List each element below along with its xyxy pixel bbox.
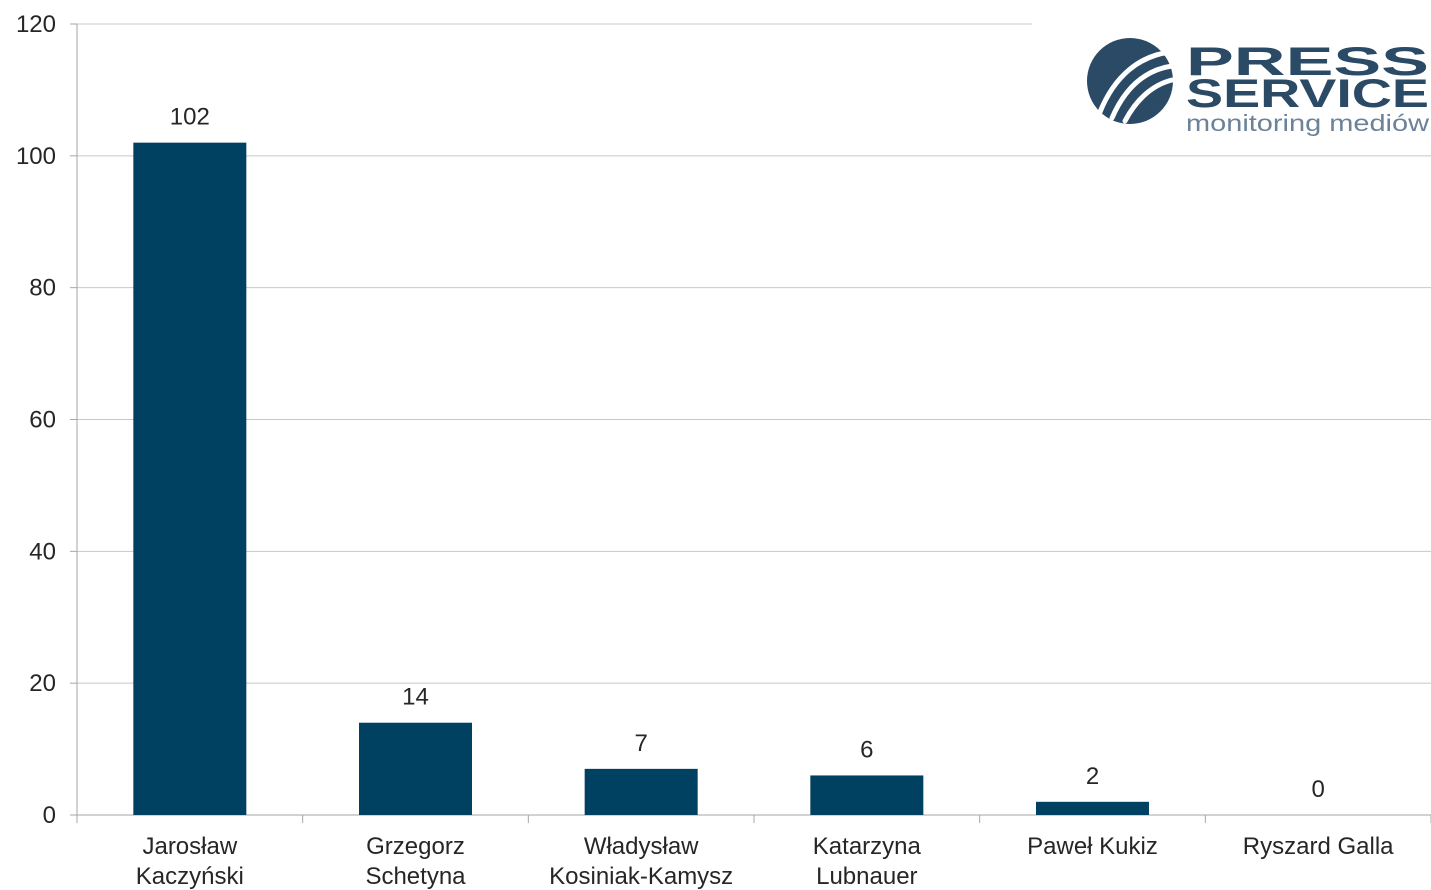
y-tick-label: 40 (29, 538, 56, 565)
y-tick-label: 80 (29, 275, 56, 302)
data-labels: 102 14 7 6 2 0 (170, 104, 1325, 803)
data-label: 6 (860, 736, 873, 763)
category-label: Jarosław Kaczyński (136, 833, 244, 890)
data-label: 14 (402, 684, 429, 711)
y-tick-label: 20 (29, 670, 56, 697)
y-tick-label: 120 (16, 11, 56, 38)
data-label: 7 (634, 730, 647, 757)
logo-title-line2: SERVICE (1186, 72, 1429, 116)
data-label: 2 (1086, 763, 1099, 790)
category-label: Katarzyna Lubnauer (813, 833, 922, 890)
bar (810, 775, 924, 815)
bar (133, 142, 247, 815)
y-tick-label: 100 (16, 143, 56, 170)
press-service-logo: PRESS SERVICE monitoring mediów (1032, 20, 1431, 146)
data-label: 0 (1311, 776, 1324, 803)
bars (133, 142, 1149, 815)
logo-subtitle: monitoring mediów (1186, 110, 1429, 136)
category-labels: Jarosław Kaczyński Grzegorz Schetyna Władysł… (136, 833, 1394, 890)
bar (1036, 801, 1149, 815)
logo-emblem-icon (1087, 38, 1175, 124)
y-axis: 0 20 40 60 80 100 120 (16, 11, 78, 829)
gridlines (77, 23, 1431, 684)
logo-title-line1: PRESS (1186, 40, 1429, 84)
category-label: Paweł Kukiz (1027, 833, 1158, 860)
data-label: 102 (170, 104, 210, 131)
y-tick-label: 0 (43, 802, 56, 829)
bar (584, 768, 698, 815)
category-label: Ryszard Galla (1243, 833, 1394, 860)
category-label: Władysław Kosiniak-Kamysz (549, 833, 733, 890)
category-label: Grzegorz Schetyna (365, 833, 466, 890)
x-axis (76, 814, 1431, 823)
bar (359, 722, 472, 815)
y-tick-label: 60 (29, 407, 56, 434)
